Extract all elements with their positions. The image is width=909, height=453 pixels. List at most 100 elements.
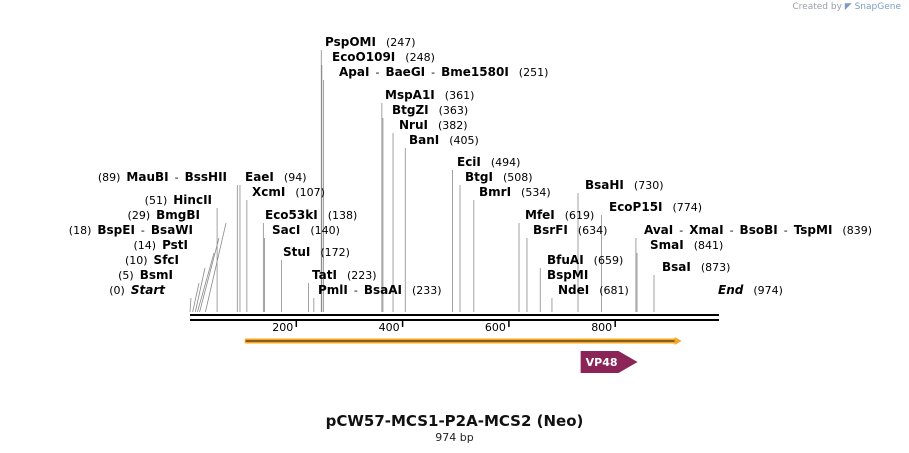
construct-title: pCW57-MCS1-P2A-MCS2 (Neo)	[325, 412, 584, 430]
svg-text:PmlI-BsaAI(233): PmlI - BsaAI (233)	[318, 283, 442, 297]
svg-text:(29)BmgBI: (29) BmgBI	[128, 208, 200, 222]
cut-position: (0)	[109, 284, 125, 297]
cut-position: (508)	[503, 171, 533, 184]
enzyme-name: PspOMI	[325, 35, 376, 49]
svg-text:EaeI(94): EaeI (94)	[245, 170, 307, 184]
enzyme-name: BsaI	[662, 260, 691, 274]
enzyme-label-stui: StuI (172)	[283, 245, 350, 259]
enzyme-label-apai: ApaI - BaeGI - Bme1580I (251)	[339, 65, 548, 79]
leader-line-psti	[197, 252, 215, 313]
cut-position: (363)	[439, 104, 469, 117]
ruler-tick-label: 600	[485, 321, 506, 334]
cut-position: (247)	[386, 36, 416, 49]
enzyme-name: HincII	[173, 193, 212, 207]
svg-text:BspMI: BspMI	[547, 268, 588, 282]
enzyme-name: BsoBI	[740, 223, 778, 237]
enzyme-name: BspEI	[97, 223, 135, 237]
svg-text:TatI(223): TatI (223)	[312, 268, 377, 282]
enzyme-name: SmaI	[650, 238, 684, 252]
enzyme-label-avai: AvaI - XmaI - BsoBI - TspMI (839)	[644, 223, 872, 237]
enzyme-separator: -	[354, 284, 358, 297]
enzyme-name: EciI	[457, 155, 481, 169]
enzyme-label-ndei: NdeI (681)	[558, 283, 629, 297]
enzyme-separator: -	[141, 224, 145, 237]
svg-text:(18)BspEI-BsaWI: (18) BspEI - BsaWI	[69, 223, 193, 237]
enzyme-label-btgi: BtgI (508)	[465, 170, 533, 184]
cut-position: (89)	[98, 171, 121, 184]
svg-text:Eco53kI(138): Eco53kI (138)	[265, 208, 357, 222]
cut-position: (14)	[133, 239, 156, 252]
enzyme-name: BsrFI	[533, 223, 568, 237]
cut-position: (29)	[128, 209, 151, 222]
enzyme-label-maubi: (89) MauBI - BssHII	[98, 170, 227, 184]
enzyme-name: Bme1580I	[441, 65, 509, 79]
cut-position: (10)	[125, 254, 148, 267]
enzyme-label-bmri: BmrI (534)	[479, 185, 551, 199]
svg-text:(0)Start: (0) Start	[109, 283, 166, 297]
feature-label-vp48: VP48	[586, 356, 618, 369]
svg-text:BanI(405): BanI (405)	[409, 133, 479, 147]
svg-text:(5)BsmI: (5) BsmI	[118, 268, 173, 282]
enzyme-label-pmli: PmlI - BsaAI (233)	[318, 283, 442, 297]
svg-text:BmrI(534): BmrI (534)	[479, 185, 551, 199]
enzyme-name: XcmI	[252, 185, 285, 199]
enzyme-name: BmrI	[479, 185, 511, 199]
svg-text:End(974): End (974)	[718, 283, 783, 297]
enzyme-name: SacI	[272, 223, 300, 237]
cut-position: (634)	[578, 224, 608, 237]
enzyme-label-bmgbi: (29) BmgBI	[128, 208, 200, 222]
cut-site-leaders	[189, 50, 655, 313]
features-track: VP48	[244, 337, 682, 373]
enzyme-name: Eco53kI	[265, 208, 318, 222]
enzyme-name: AvaI	[644, 223, 673, 237]
enzyme-name: PstI	[162, 238, 188, 252]
svg-text:(14)PstI: (14) PstI	[133, 238, 188, 252]
cut-position: (138)	[328, 209, 358, 222]
enzyme-label-tati: TatI (223)	[312, 268, 377, 282]
cut-position: (382)	[438, 119, 468, 132]
enzyme-name: BssHII	[185, 170, 227, 184]
enzyme-label-nrui: NruI (382)	[399, 118, 468, 132]
enzyme-name: MspA1I	[385, 88, 435, 102]
ruler-tick-label: 800	[591, 321, 612, 334]
enzyme-name: BaeGI	[385, 65, 425, 79]
enzyme-label-sfci: (10) SfcI	[125, 253, 179, 267]
enzyme-name: SfcI	[154, 253, 179, 267]
credit-brand: SnapGene	[854, 2, 901, 12]
cut-position: (5)	[118, 269, 134, 282]
feature-vp48	[580, 351, 638, 373]
cut-position: (659)	[594, 254, 624, 267]
enzyme-name: BmgBI	[156, 208, 200, 222]
enzyme-label-bsmi: (5) BsmI	[118, 268, 173, 282]
enzyme-label-psti: (14) PstI	[133, 238, 188, 252]
enzyme-label-ecoo109i: EcoO109I (248)	[332, 50, 435, 64]
enzyme-label-bani: BanI (405)	[409, 133, 479, 147]
cut-position: (172)	[320, 246, 350, 259]
svg-text:PspOMI(247): PspOMI (247)	[325, 35, 416, 49]
leader-line-bmgbi	[205, 222, 227, 313]
svg-text:EcoO109I(248): EcoO109I (248)	[332, 50, 435, 64]
enzyme-name: PmlI	[318, 283, 348, 297]
cut-position: (730)	[634, 179, 664, 192]
enzyme-separator: -	[679, 224, 683, 237]
svg-text:BsrFI(634): BsrFI (634)	[533, 223, 607, 237]
enzyme-label-mfei: MfeI (619)	[525, 208, 594, 222]
leader-line-bsmi	[192, 282, 200, 313]
enzyme-label-end: End (974)	[718, 283, 783, 297]
enzyme-label-hincii: (51) HincII	[145, 193, 212, 207]
enzyme-separator: -	[375, 66, 379, 79]
leader-line-sfci	[194, 267, 206, 313]
svg-text:NruI(382): NruI (382)	[399, 118, 468, 132]
enzyme-label-bspmi: BspMI	[547, 268, 588, 282]
enzyme-label-ecii: EciI (494)	[457, 155, 520, 169]
svg-text:(10)SfcI: (10) SfcI	[125, 253, 179, 267]
svg-text:XcmI(107): XcmI (107)	[252, 185, 325, 199]
enzyme-label-bfuai: BfuAI (659)	[547, 253, 623, 267]
enzyme-name: MauBI	[126, 170, 168, 184]
svg-text:MfeI(619): MfeI (619)	[525, 208, 594, 222]
cut-position: (494)	[491, 156, 521, 169]
cut-position: (534)	[521, 186, 551, 199]
cut-position: (361)	[445, 89, 475, 102]
enzyme-name: TspMI	[794, 223, 833, 237]
